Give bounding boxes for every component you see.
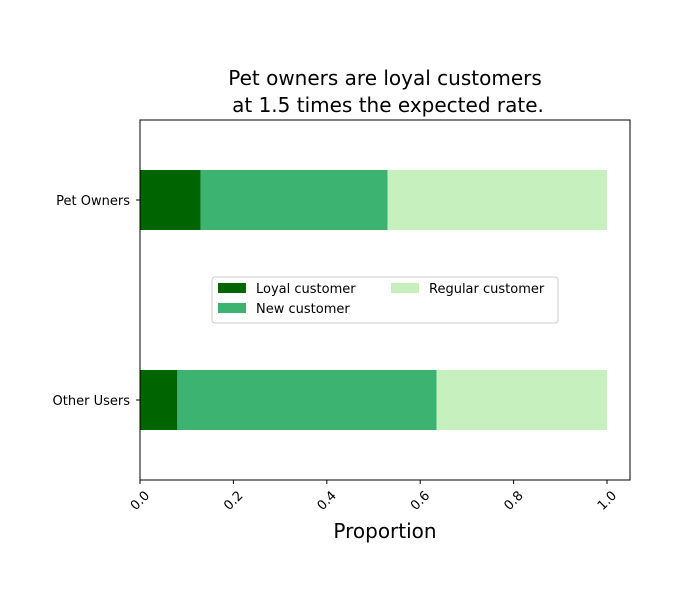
- x-tick-label: 1.0: [595, 488, 620, 513]
- y-tick-label: Other Users: [53, 394, 131, 409]
- y-tick-label: Pet Owners: [56, 194, 130, 209]
- legend-swatch: [391, 283, 419, 293]
- bar-other-users-new-customer: [177, 370, 437, 430]
- legend-label: Loyal customer: [256, 282, 356, 297]
- chart-title-line-2: at 1.5 times the expected rate.: [232, 93, 544, 117]
- legend-box: [211, 276, 559, 324]
- legend-label: Regular customer: [429, 282, 545, 297]
- x-tick-label: 0.0: [128, 488, 153, 513]
- x-tick-label: 0.4: [315, 488, 340, 513]
- x-axis-label: Proportion: [333, 519, 436, 543]
- x-tick-label: 0.8: [501, 488, 526, 513]
- bar-pet-owners-new-customer: [200, 170, 388, 230]
- chart-title-line-1: Pet owners are loyal customers: [228, 66, 542, 90]
- bar-other-users-regular-customer: [436, 370, 607, 430]
- y-axis: Pet Owners Other Users: [53, 194, 140, 409]
- bar-other-users-loyal-customer: [140, 370, 178, 430]
- legend-swatch: [218, 303, 246, 313]
- bar-pet-owners-regular-customer: [387, 170, 607, 230]
- x-tick-label: 0.2: [221, 488, 246, 513]
- bar-pet-owners-loyal-customer: [140, 170, 201, 230]
- legend-label: New customer: [256, 302, 350, 317]
- legend-swatch: [218, 283, 246, 293]
- x-axis: 0.0 0.2 0.4 0.6 0.8 1.0: [128, 480, 620, 514]
- plot-area-frame: [139, 119, 631, 481]
- legend: Loyal customer New customer Regular custom…: [211, 276, 559, 324]
- bars-layer: [140, 170, 607, 430]
- x-tick-label: 0.6: [408, 488, 433, 513]
- chart-title: Pet owners are loyal customers at 1.5 ti…: [228, 66, 544, 117]
